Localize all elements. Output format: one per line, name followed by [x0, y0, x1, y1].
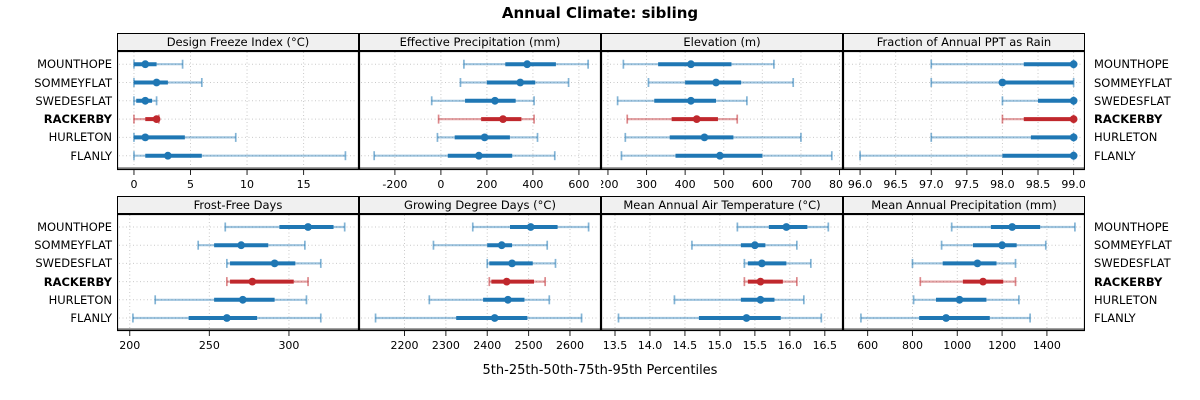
svg-text:1000: 1000 [943, 339, 971, 352]
svg-text:98.5: 98.5 [1026, 178, 1051, 191]
panel-design-freeze-index: Design Freeze Index (°C) 0 5 10 15 [117, 33, 359, 197]
chart-title: Annual Climate: sibling [501, 4, 699, 22]
svg-text:2400: 2400 [473, 339, 501, 352]
svg-text:98.0: 98.0 [990, 178, 1015, 191]
svg-text:0: 0 [437, 178, 444, 191]
site-label-mounthope: MOUNTHOPE [1094, 220, 1169, 234]
svg-text:10: 10 [240, 178, 254, 191]
panel-strip-title: Elevation (m) [601, 33, 843, 51]
site-label-rackerby: RACKERBY [1094, 112, 1163, 127]
svg-text:300: 300 [636, 178, 657, 191]
site-label-mounthope: MOUNTHOPE [37, 57, 112, 72]
svg-text:800: 800 [902, 339, 923, 352]
panel-frost-free-days: Frost-Free Days 200 250 300 [117, 196, 359, 358]
panel-plot: 96.0 96.5 97.0 97.5 98.0 98.5 99.0 [843, 51, 1085, 191]
site-label-hurleton: HURLETON [1094, 130, 1158, 145]
svg-text:99.0: 99.0 [1061, 178, 1085, 191]
panel-strip-title: Growing Degree Days (°C) [359, 196, 601, 214]
svg-text:5: 5 [187, 178, 194, 191]
site-label-rackerby: RACKERBY [43, 274, 112, 289]
panel-strip-title: Effective Precipitation (mm) [359, 33, 601, 51]
panel-plot: 13.5 14.0 14.5 15.0 15.5 16.0 16.5 [601, 214, 843, 352]
site-label-hurleton: HURLETON [48, 130, 112, 145]
svg-text:2200: 2200 [391, 339, 419, 352]
site-labels-right: MOUNTHOPE SOMMEYFLAT SWEDESFLAT RACKERBY HUR… [1094, 0, 1200, 400]
svg-text:600: 600 [568, 178, 589, 191]
svg-text:16.0: 16.0 [778, 339, 803, 352]
svg-text:-200: -200 [382, 178, 407, 191]
svg-text:97.5: 97.5 [955, 178, 980, 191]
site-labels-left: MOUNTHOPE SOMMEYFLAT SWEDESFLAT RACKERBY HUR… [0, 0, 112, 400]
site-label-swedesflat: SWEDESFLAT [1094, 256, 1171, 271]
panel-strip-title: Mean Annual Precipitation (mm) [843, 196, 1085, 214]
panel-fraction-ppt-as-rain: Fraction of Annual PPT as Rain 96.0 96.5 9… [843, 33, 1085, 197]
panel-mean-annual-air-temperature: Mean Annual Air Temperature (°C) 13.5 14.… [601, 196, 843, 358]
site-label-sommeyflat: SOMMEYFLAT [1094, 75, 1172, 90]
svg-text:15.0: 15.0 [708, 339, 733, 352]
panel-strip-title: Design Freeze Index (°C) [117, 33, 359, 51]
svg-text:14.0: 14.0 [638, 339, 663, 352]
svg-text:0: 0 [130, 178, 137, 191]
site-label-sommeyflat: SOMMEYFLAT [34, 238, 112, 253]
svg-text:1200: 1200 [988, 339, 1016, 352]
site-label-sommeyflat: SOMMEYFLAT [34, 75, 112, 90]
site-label-mounthope: MOUNTHOPE [37, 220, 112, 234]
svg-text:400: 400 [675, 178, 696, 191]
svg-text:1400: 1400 [1033, 339, 1061, 352]
panel-plot: -200 0 200 400 600 [359, 51, 601, 191]
svg-text:14.5: 14.5 [673, 339, 698, 352]
svg-text:2300: 2300 [432, 339, 460, 352]
site-label-flanly: FLANLY [1094, 148, 1136, 163]
panel-mean-annual-precipitation: Mean Annual Precipitation (mm) 600 800 100… [843, 196, 1085, 358]
site-label-flanly: FLANLY [1094, 311, 1136, 325]
panel-plot: 0 5 10 15 [117, 51, 359, 191]
chart-caption: 5th-25th-50th-75th-95th Percentiles [482, 363, 718, 378]
site-label-swedesflat: SWEDESFLAT [1094, 93, 1171, 108]
panel-strip-title: Fraction of Annual PPT as Rain [843, 33, 1085, 51]
panel-plot: 200 250 300 [117, 214, 359, 352]
svg-text:200: 200 [476, 178, 497, 191]
site-label-rackerby: RACKERBY [1094, 274, 1163, 289]
svg-text:13.5: 13.5 [603, 339, 628, 352]
site-label-flanly: FLANLY [70, 311, 112, 325]
site-label-hurleton: HURLETON [48, 292, 112, 307]
site-label-swedesflat: SWEDESFLAT [35, 93, 112, 108]
panel-plot: 200 300 400 500 600 700 800 [601, 51, 843, 191]
site-label-rackerby: RACKERBY [43, 112, 112, 127]
svg-text:15.5: 15.5 [743, 339, 768, 352]
panel-plot: 600 800 1000 1200 1400 [843, 214, 1085, 352]
panel-strip-title: Frost-Free Days [117, 196, 359, 214]
panel-effective-precipitation: Effective Precipitation (mm) -200 0 200 400… [359, 33, 601, 197]
svg-text:15: 15 [297, 178, 311, 191]
svg-text:600: 600 [857, 339, 878, 352]
svg-text:600: 600 [752, 178, 773, 191]
svg-text:96.0: 96.0 [848, 178, 873, 191]
site-label-hurleton: HURLETON [1094, 292, 1158, 307]
svg-text:16.5: 16.5 [813, 339, 838, 352]
site-label-mounthope: MOUNTHOPE [1094, 57, 1169, 72]
svg-text:96.5: 96.5 [883, 178, 908, 191]
svg-text:97.0: 97.0 [919, 178, 944, 191]
svg-text:700: 700 [790, 178, 811, 191]
svg-text:200: 200 [601, 178, 618, 191]
site-label-sommeyflat: SOMMEYFLAT [1094, 238, 1172, 253]
panel-growing-degree-days: Growing Degree Days (°C) 2200 2300 2400 250… [359, 196, 601, 358]
svg-text:2500: 2500 [515, 339, 543, 352]
svg-text:300: 300 [278, 339, 299, 352]
svg-text:2600: 2600 [556, 339, 584, 352]
panel-elevation: Elevation (m) 200 300 400 500 600 700 800 [601, 33, 843, 197]
panel-plot: 2200 2300 2400 2500 2600 [359, 214, 601, 352]
svg-text:400: 400 [522, 178, 543, 191]
panel-strip-title: Mean Annual Air Temperature (°C) [601, 196, 843, 214]
site-label-swedesflat: SWEDESFLAT [35, 256, 112, 271]
svg-text:200: 200 [119, 339, 140, 352]
svg-text:800: 800 [829, 178, 843, 191]
site-label-flanly: FLANLY [70, 148, 112, 163]
svg-text:250: 250 [199, 339, 220, 352]
svg-text:500: 500 [713, 178, 734, 191]
